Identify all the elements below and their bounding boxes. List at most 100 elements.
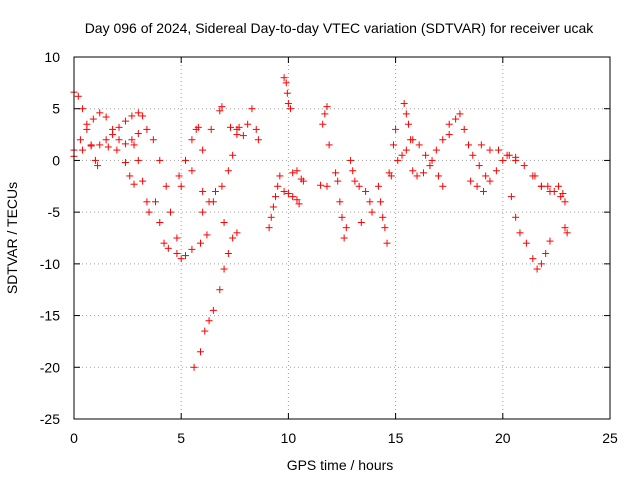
data-point bbox=[415, 141, 423, 149]
data-point bbox=[426, 162, 434, 170]
data-point bbox=[156, 218, 164, 226]
data-point bbox=[555, 182, 563, 190]
data-point bbox=[205, 317, 213, 325]
data-point bbox=[134, 130, 142, 138]
data-point bbox=[546, 237, 554, 245]
data-point bbox=[143, 198, 151, 206]
data-point bbox=[282, 79, 290, 87]
data-point bbox=[512, 156, 520, 164]
series-arc-x bbox=[389, 125, 447, 190]
series-arc-i bbox=[177, 103, 226, 190]
data-point bbox=[317, 181, 325, 189]
data-point bbox=[544, 182, 552, 190]
data-point bbox=[362, 187, 370, 195]
data-point bbox=[121, 158, 129, 166]
data-point bbox=[445, 120, 453, 128]
data-point bbox=[486, 146, 494, 154]
data-point bbox=[121, 140, 129, 148]
data-point bbox=[128, 112, 136, 120]
data-point bbox=[377, 198, 385, 206]
data-point bbox=[473, 182, 481, 190]
series-arc-aa bbox=[445, 110, 490, 180]
data-point bbox=[349, 167, 357, 175]
data-point bbox=[96, 141, 104, 149]
data-point bbox=[188, 167, 196, 175]
data-point bbox=[332, 169, 340, 177]
series-arc-w bbox=[385, 169, 395, 180]
data-point bbox=[149, 136, 157, 144]
data-point bbox=[139, 112, 147, 120]
data-point bbox=[319, 120, 327, 128]
data-point bbox=[74, 92, 82, 100]
data-point bbox=[381, 224, 389, 232]
data-point bbox=[91, 156, 99, 164]
data-point bbox=[460, 125, 468, 133]
data-point bbox=[229, 151, 237, 159]
y-tick-label: -20 bbox=[40, 359, 60, 375]
data-point bbox=[336, 198, 344, 206]
data-point bbox=[280, 74, 288, 82]
data-point bbox=[188, 245, 196, 253]
data-point bbox=[492, 167, 500, 175]
data-point bbox=[212, 187, 220, 195]
plot-frame bbox=[73, 56, 611, 420]
data-point bbox=[284, 100, 292, 108]
data-point bbox=[196, 239, 204, 247]
data-point bbox=[89, 115, 97, 123]
data-point bbox=[439, 182, 447, 190]
data-point bbox=[252, 125, 260, 133]
data-point bbox=[280, 187, 288, 195]
data-point bbox=[109, 131, 117, 139]
x-tick-label: 0 bbox=[70, 430, 78, 446]
series-arc-k bbox=[190, 250, 232, 371]
data-point bbox=[104, 143, 112, 151]
data-point bbox=[347, 156, 355, 164]
data-point bbox=[342, 224, 350, 232]
data-point bbox=[355, 182, 363, 190]
y-tick-label: -15 bbox=[40, 308, 60, 324]
data-point bbox=[76, 136, 84, 144]
data-point bbox=[218, 182, 226, 190]
data-point bbox=[507, 193, 515, 201]
data-point bbox=[199, 187, 207, 195]
data-point bbox=[542, 250, 550, 258]
data-point bbox=[422, 151, 430, 159]
data-point bbox=[409, 167, 417, 175]
data-point bbox=[102, 136, 110, 144]
data-point bbox=[289, 169, 297, 177]
data-point bbox=[379, 213, 387, 221]
data-point bbox=[143, 125, 151, 133]
data-point bbox=[274, 182, 282, 190]
data-point bbox=[407, 136, 415, 144]
y-tick-label: -25 bbox=[40, 411, 60, 427]
data-point bbox=[164, 244, 172, 252]
data-point bbox=[563, 229, 571, 237]
data-point bbox=[398, 151, 406, 159]
data-point bbox=[166, 208, 174, 216]
data-point bbox=[94, 162, 102, 170]
data-point bbox=[151, 198, 159, 206]
data-point bbox=[173, 250, 181, 258]
x-tick-label: 10 bbox=[281, 430, 297, 446]
data-point bbox=[495, 146, 503, 154]
data-point bbox=[499, 156, 507, 164]
data-point bbox=[199, 208, 207, 216]
data-point bbox=[325, 141, 333, 149]
series-arc-z bbox=[409, 131, 453, 180]
data-point bbox=[533, 265, 541, 273]
data-point bbox=[126, 172, 134, 180]
data-point bbox=[233, 229, 241, 237]
data-point bbox=[227, 123, 235, 131]
data-point bbox=[194, 123, 202, 131]
data-point bbox=[190, 363, 198, 371]
data-point bbox=[287, 105, 295, 113]
series-arc-c bbox=[70, 141, 138, 188]
data-point bbox=[392, 125, 400, 133]
series-arc-ab bbox=[467, 151, 520, 195]
data-point bbox=[503, 151, 511, 159]
data-point bbox=[293, 167, 301, 175]
series-arc-b bbox=[70, 109, 142, 154]
y-tick-labels: -25 -20 -15 -10 -5 0 5 10 bbox=[40, 49, 60, 427]
data-point bbox=[323, 103, 331, 111]
data-point bbox=[216, 107, 224, 115]
